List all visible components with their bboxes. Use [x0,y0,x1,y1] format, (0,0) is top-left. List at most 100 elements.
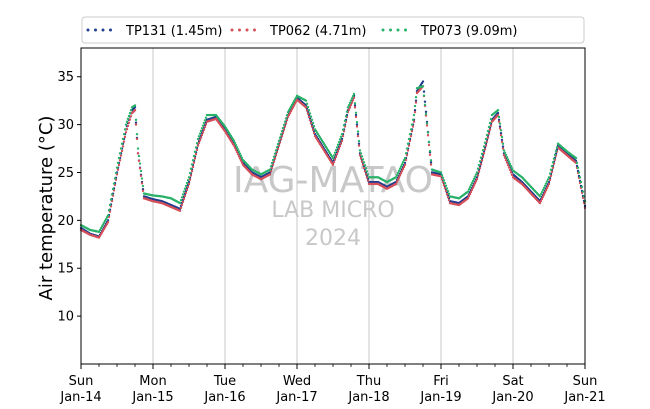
data-point [99,227,103,230]
data-point [312,125,316,128]
data-point [470,181,474,185]
data-point [413,104,417,108]
data-point [129,115,133,118]
data-point [345,110,349,114]
data-point [123,128,127,131]
data-point [311,128,315,131]
data-point [106,221,110,224]
data-point [271,158,275,162]
data-point [133,104,137,107]
data-point [546,178,550,181]
data-point [500,138,504,142]
data-point [311,121,315,125]
x-tick-day: Tue [213,374,236,389]
data-point [410,123,414,126]
data-point [425,124,429,127]
data-point [120,142,124,145]
data-point [424,112,428,116]
data-point [554,150,558,153]
data-point [348,101,352,105]
data-point [443,187,447,190]
data-point [117,163,121,167]
data-point [578,176,582,179]
data-point [197,141,201,145]
data-point [425,122,429,125]
data-point [482,145,486,148]
data-point [488,128,492,131]
data-point [289,110,293,113]
data-point [349,99,353,102]
data-point [134,121,138,124]
data-point [468,192,472,196]
legend: TP131 (1.45m) TP062 (4.71m) TP073 (9.09m) [81,16,585,44]
data-point [402,159,406,162]
data-point [106,214,110,217]
data-point [411,118,415,122]
data-point [124,131,128,134]
data-point [186,185,190,189]
data-point [203,119,207,122]
data-point [233,141,237,145]
data-point [498,122,502,125]
data-point [202,128,206,131]
data-point [575,161,579,165]
data-point [353,106,357,109]
data-point [351,98,355,102]
data-point [396,171,400,175]
legend-marker [396,28,400,32]
x-tick-date: Jan-16 [203,390,245,405]
data-point [347,108,351,111]
data-point [337,147,341,151]
data-point [309,122,313,125]
data-point [135,132,139,136]
data-point [309,115,313,118]
data-point [356,132,360,136]
data-point [188,178,192,181]
data-point [136,147,140,150]
data-point [422,94,426,97]
data-point [579,180,583,184]
series-2 [79,85,587,239]
data-point [338,145,342,148]
data-point [500,135,504,139]
data-point [119,147,123,150]
data-point [200,133,204,137]
watermark-line-3: 2024 [305,226,361,251]
data-point [576,166,580,169]
data-point [100,225,104,228]
data-point [509,171,513,174]
y-tick-label: 25 [57,166,74,181]
data-point [129,109,133,112]
data-point [125,127,129,131]
data-point [486,136,490,139]
data-point [273,152,277,155]
data-point [340,139,344,143]
data-point [355,123,359,126]
data-point [312,131,316,135]
data-point [406,142,410,145]
data-point [195,148,199,152]
data-point [189,167,193,170]
series-layer [79,80,587,239]
data-point [335,152,339,156]
data-point [482,151,486,155]
data-point [478,166,482,170]
data-point [487,125,491,129]
legend-label: TP131 (1.45m) [125,24,222,39]
legend-marker [86,28,90,32]
data-point [480,152,484,156]
data-point [429,163,433,166]
x-tick-date: Jan-17 [275,390,317,405]
data-point [470,188,474,192]
data-point [332,160,336,164]
x-tick-day: Sat [502,374,523,389]
data-point [106,219,110,222]
data-point [499,133,503,137]
data-point [502,149,506,152]
data-point [441,176,445,179]
data-point [280,130,284,133]
data-point [543,184,547,187]
data-point [179,199,183,202]
data-point [191,165,195,169]
data-point [409,134,413,138]
